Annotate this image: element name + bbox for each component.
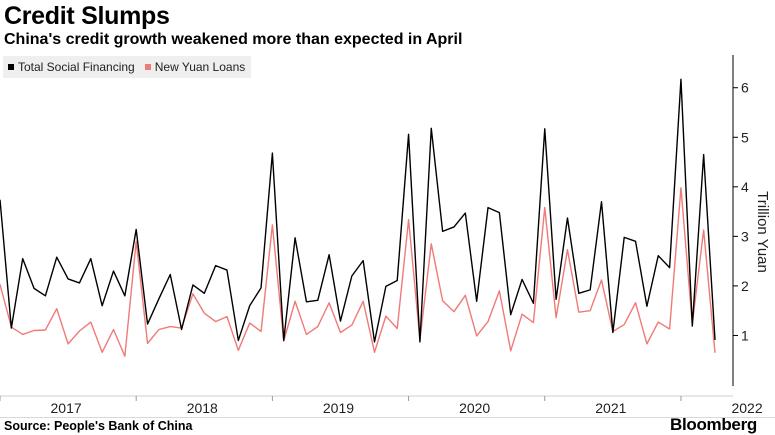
y-tick-label: 5 <box>741 129 749 145</box>
x-tick-label: 2017 <box>51 400 82 416</box>
x-tick-label: 2020 <box>459 400 490 416</box>
series-line-total-social-financing <box>0 78 716 343</box>
y-tick-label: 2 <box>741 278 749 294</box>
y-tick-label: 3 <box>741 228 749 244</box>
chart-title: Credit Slumps <box>4 2 170 30</box>
legend-label: Total Social Financing <box>18 60 135 74</box>
y-tick-label: 6 <box>741 80 749 96</box>
legend-item-total-social-financing: Total Social Financing <box>8 60 135 74</box>
x-tick-label: 2021 <box>595 400 626 416</box>
legend-item-new-yuan-loans: New Yuan Loans <box>144 60 246 74</box>
source-note: Source: People's Bank of China <box>4 419 193 433</box>
y-tick-label: 1 <box>741 327 749 343</box>
brand-logo: Bloomberg <box>669 415 757 434</box>
x-tick-label: 2018 <box>187 400 218 416</box>
legend-swatch-red <box>144 64 151 70</box>
legend-label: New Yuan Loans <box>154 60 246 74</box>
chart-subtitle: China's credit growth weakened more than… <box>4 31 463 48</box>
series-line-new-yuan-loans <box>0 187 716 357</box>
x-tick-label: 2019 <box>323 400 354 416</box>
footer-divider <box>0 417 775 418</box>
chart-legend: Total Social Financing New Yuan Loans <box>3 56 252 78</box>
y-axis-label: Trillion Yuan <box>754 191 771 273</box>
legend-swatch-black <box>8 64 14 70</box>
y-tick-label: 4 <box>741 179 749 195</box>
x-tick-label: 2022 <box>731 400 762 416</box>
